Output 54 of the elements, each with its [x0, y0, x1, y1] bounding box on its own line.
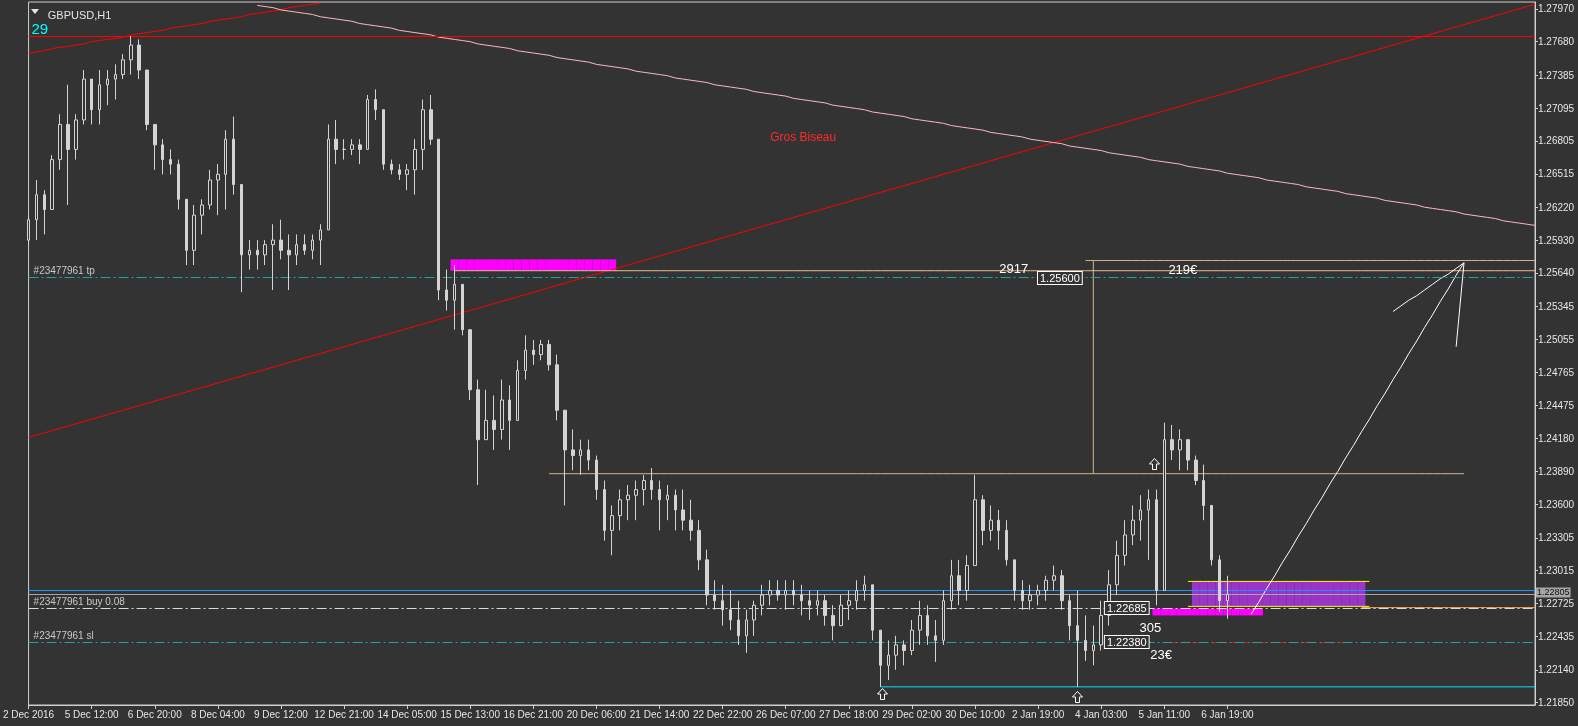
x-tick-label: 27 Dec 18:00 — [819, 708, 879, 720]
ref-line-label: #23477961 buy 0.08 — [33, 595, 126, 607]
y-tick-label: 1.25345 — [1538, 300, 1575, 312]
x-tick-label: 6 Jan 19:00 — [1201, 708, 1254, 720]
x-tick-label: 30 Dec 10:00 — [945, 708, 1006, 720]
x-tick-label: 2 Jan 19:00 — [1011, 708, 1065, 720]
y-tick-label: 1.22725 — [1538, 598, 1575, 610]
y-tick-label: 1.24765 — [1538, 366, 1575, 378]
y-tick-label: 1.23305 — [1538, 532, 1575, 544]
x-tick-label: 21 Dec 14:00 — [629, 708, 690, 720]
x-tick-label: 20 Dec 06:00 — [566, 708, 627, 720]
x-tick-label: 6 Dec 20:00 — [127, 708, 183, 720]
y-tick-label: 1.25930 — [1538, 234, 1575, 246]
y-tick-label: 1.27970 — [1538, 3, 1575, 15]
x-tick-label: 29 Dec 02:00 — [882, 708, 943, 720]
y-tick-label: 1.23015 — [1538, 565, 1575, 577]
x-tick-label: 16 Dec 21:00 — [503, 708, 564, 720]
annotation: 1.25600 — [1040, 272, 1080, 284]
y-tick-label: 1.25640 — [1538, 267, 1575, 279]
x-tick-label: 9 Dec 12:00 — [253, 708, 309, 720]
annotation: 23€ — [1150, 646, 1173, 662]
x-tick-label: 8 Dec 04:00 — [190, 708, 246, 720]
ref-line-label: 1.22805 — [1537, 587, 1570, 598]
annotation: 29 — [31, 19, 49, 37]
x-tick-label: 5 Dec 12:00 — [64, 708, 120, 720]
ref-line-label: #23477961 tp — [33, 265, 96, 277]
y-tick-label: 1.24475 — [1538, 399, 1575, 411]
y-tick-label: 1.23600 — [1538, 498, 1575, 510]
x-tick-label: 12 Dec 21:00 — [314, 708, 375, 720]
annotation: 1.22685 — [1106, 602, 1147, 614]
x-tick-label: 2 Dec 2016 — [3, 708, 55, 720]
y-tick-label: 1.21850 — [1538, 697, 1575, 709]
y-tick-label: 1.27680 — [1538, 36, 1575, 48]
x-tick-label: 5 Jan 11:00 — [1138, 708, 1191, 720]
x-tick-label: 4 Jan 03:00 — [1075, 708, 1128, 720]
annotation: 1.22380 — [1106, 636, 1147, 648]
ref-line-label: #23477961 sl — [33, 630, 94, 642]
text: GBPUSD,H1 — [47, 8, 112, 21]
y-tick-label: 1.26515 — [1538, 168, 1575, 180]
y-tick-label: 1.27385 — [1538, 69, 1575, 81]
y-tick-label: 1.22140 — [1538, 664, 1575, 676]
y-tick-label: 1.26220 — [1538, 201, 1575, 213]
x-tick-label: 15 Dec 13:00 — [440, 708, 501, 720]
y-tick-label: 1.27095 — [1538, 102, 1575, 114]
y-tick-label: 1.24180 — [1538, 433, 1575, 445]
x-tick-label: 22 Dec 22:00 — [692, 708, 753, 720]
y-tick-label: 1.25055 — [1538, 333, 1575, 345]
y-tick-label: 1.26805 — [1538, 135, 1575, 147]
x-tick-label: 26 Dec 07:00 — [755, 708, 816, 720]
annotation: 305 — [1139, 619, 1162, 635]
y-tick-label: 1.23890 — [1538, 465, 1575, 477]
x-tick-label: 14 Dec 05:00 — [377, 708, 438, 720]
annotation: Gros Biseau — [770, 130, 837, 144]
y-tick-label: 1.22435 — [1538, 630, 1575, 642]
